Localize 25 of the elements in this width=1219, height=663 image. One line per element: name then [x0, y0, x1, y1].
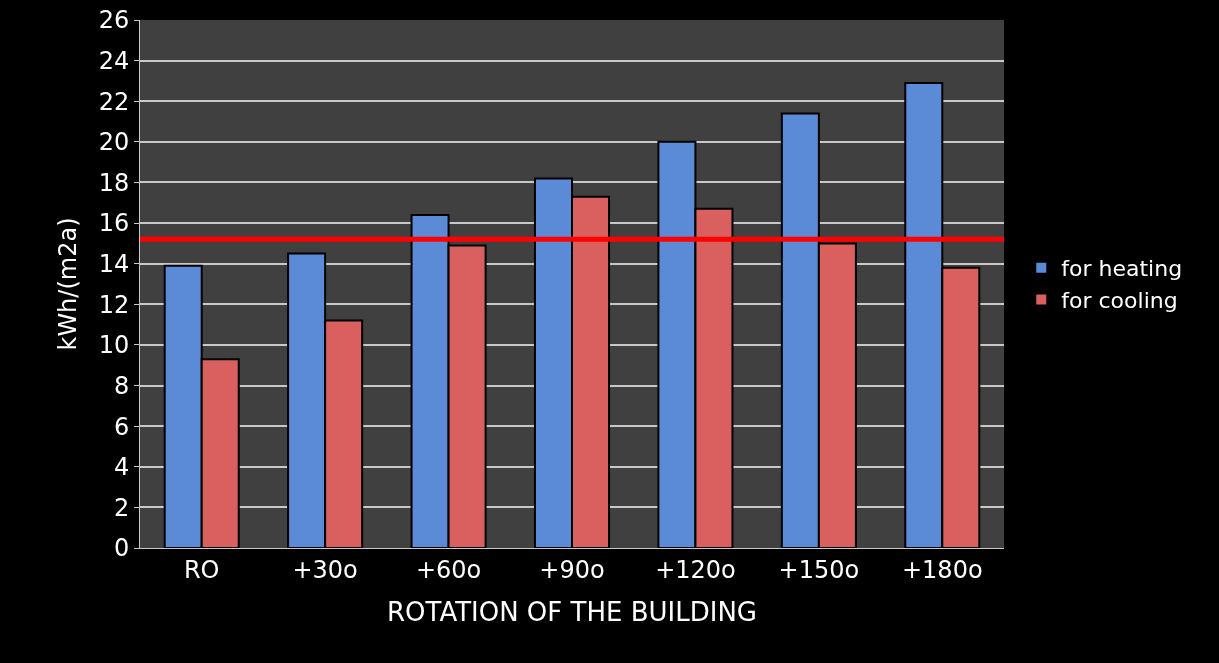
y-tick-label: 0	[113, 534, 130, 563]
x-tick-label: +30o	[292, 555, 358, 584]
y-tick-label: 8	[113, 371, 130, 400]
y-axis-title: kWh/(m2a)	[53, 217, 82, 351]
y-tick-label: 20	[98, 128, 130, 157]
x-tick-label: +60o	[415, 555, 482, 584]
y-tick-label: 4	[113, 453, 130, 482]
y-tick-label: 10	[98, 331, 130, 360]
x-axis-title: ROTATION OF THE BUILDING	[386, 597, 758, 628]
legend-label: for cooling	[1061, 287, 1178, 313]
y-tick-label: 22	[98, 87, 130, 116]
y-tick-label: 18	[98, 168, 130, 197]
x-tick-label: RO	[183, 555, 220, 584]
y-tick-label: 24	[98, 47, 130, 76]
y-tick-label: 26	[98, 6, 130, 35]
x-tick-label: +120o	[655, 555, 736, 584]
y-tick-label: 6	[113, 412, 130, 441]
y-tick-label: 2	[113, 493, 130, 522]
y-tick-label: 16	[98, 209, 130, 238]
x-tick-label: +90o	[539, 555, 605, 584]
y-tick-label: 14	[98, 250, 130, 279]
legend-label: for heating	[1061, 256, 1183, 282]
x-tick-label: +150o	[778, 555, 860, 584]
y-tick-label: 12	[98, 290, 130, 319]
x-tick-label: +180o	[901, 555, 983, 584]
